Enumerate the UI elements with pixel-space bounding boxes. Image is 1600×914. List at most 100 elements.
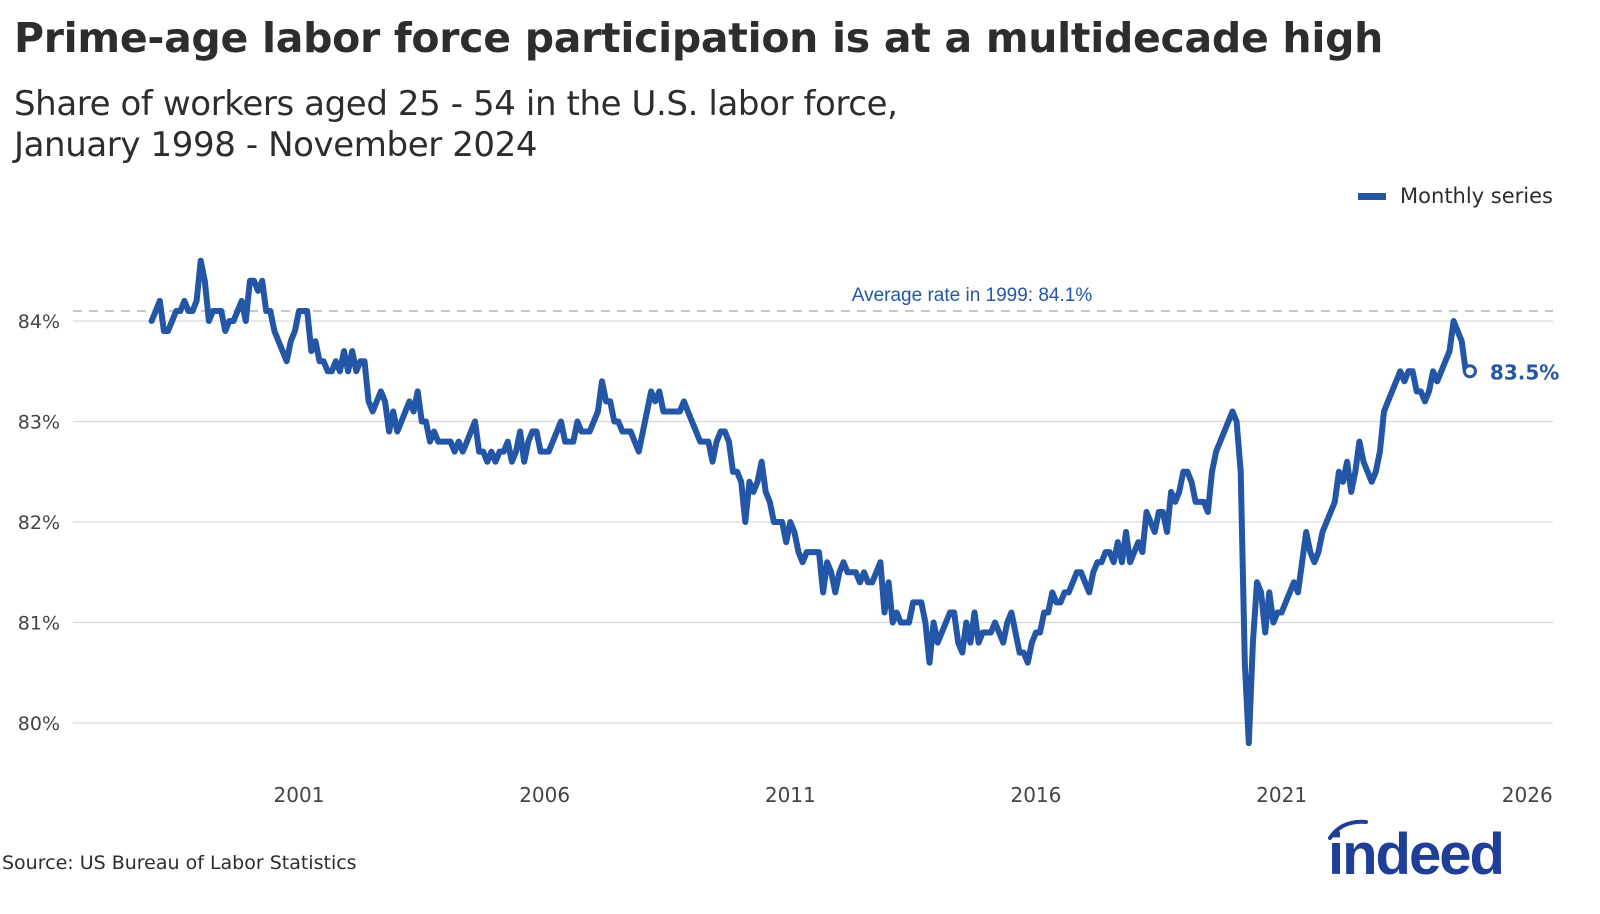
data-point [1046, 610, 1051, 615]
data-point [800, 560, 805, 565]
data-point [1369, 479, 1374, 484]
data-point [1111, 560, 1116, 565]
data-point [890, 620, 895, 625]
data-point [923, 620, 928, 625]
data-point [919, 600, 924, 605]
data-point [182, 298, 187, 303]
data-point [239, 298, 244, 303]
data-point [313, 339, 318, 344]
data-point [935, 640, 940, 645]
gridlines [73, 320, 1553, 724]
data-point [1128, 560, 1133, 565]
data-point [366, 399, 371, 404]
data-point [726, 439, 731, 444]
data-point [415, 389, 420, 394]
data-point [178, 309, 183, 314]
data-point [383, 399, 388, 404]
data-point [833, 590, 838, 595]
data-point [1222, 429, 1227, 434]
data-point [157, 298, 162, 303]
data-point [1304, 530, 1309, 535]
data-point [1148, 520, 1153, 525]
data-point [346, 369, 351, 374]
data-point [559, 419, 564, 424]
legend: Monthly series [1358, 184, 1553, 208]
data-point [333, 359, 338, 364]
data-point [288, 339, 293, 344]
data-point [600, 379, 605, 384]
data-point [735, 469, 740, 474]
data-point [407, 399, 412, 404]
data-point [792, 530, 797, 535]
data-point [1259, 590, 1264, 595]
data-point [1165, 530, 1170, 535]
data-point [1230, 409, 1235, 414]
data-point [817, 550, 822, 555]
data-point [939, 630, 944, 635]
data-point [1119, 560, 1124, 565]
data-point [387, 429, 392, 434]
data-point [1140, 550, 1145, 555]
data-point [1242, 660, 1247, 665]
data-point [1349, 489, 1354, 494]
legend-label: Monthly series [1400, 184, 1553, 208]
data-point [452, 449, 457, 454]
data-point [1189, 479, 1194, 484]
data-point [681, 399, 686, 404]
data-point [1443, 359, 1448, 364]
data-point [993, 620, 998, 625]
data-point [960, 650, 965, 655]
data-point [509, 459, 514, 464]
data-point [821, 590, 826, 595]
data-point [518, 429, 523, 434]
data-point [276, 339, 281, 344]
data-point [370, 409, 375, 414]
data-point [1013, 630, 1018, 635]
data-point [1365, 469, 1370, 474]
data-point [1132, 550, 1137, 555]
data-point [841, 560, 846, 565]
series-group: 83.5% [148, 257, 1559, 747]
data-point [1353, 469, 1358, 474]
data-point [645, 409, 650, 414]
data-point [256, 288, 261, 293]
data-point [1238, 469, 1243, 474]
data-point [952, 610, 957, 615]
data-point [550, 439, 555, 444]
data-point [931, 620, 936, 625]
data-point [636, 449, 641, 454]
data-point [632, 439, 637, 444]
data-point [1001, 640, 1006, 645]
data-point [1386, 399, 1391, 404]
data-point [591, 419, 596, 424]
data-point [166, 329, 171, 334]
data-point [284, 359, 289, 364]
data-point [309, 349, 314, 354]
y-axis-ticks: 80% 81% 82% 83% 84% [18, 311, 60, 735]
series-line-monthly [148, 257, 1473, 747]
data-point [305, 309, 310, 314]
data-point [1255, 580, 1260, 585]
data-point [1107, 550, 1112, 555]
data-point [1341, 479, 1346, 484]
indeed-logo: indeed [1328, 819, 1505, 880]
data-point [170, 319, 175, 324]
data-point [1324, 520, 1329, 525]
data-point [485, 459, 490, 464]
data-point [1300, 560, 1305, 565]
data-point [1271, 620, 1276, 625]
data-point [886, 580, 891, 585]
data-point [1377, 449, 1382, 454]
data-point [1124, 530, 1129, 535]
data-point [329, 369, 334, 374]
data-point [1455, 329, 1460, 334]
data-point [1361, 459, 1366, 464]
data-point [489, 449, 494, 454]
data-point [1029, 640, 1034, 645]
data-point [767, 499, 772, 504]
data-point [1427, 389, 1432, 394]
data-point [1316, 550, 1321, 555]
data-point [788, 520, 793, 525]
data-point [1234, 419, 1239, 424]
data-point [1025, 660, 1030, 665]
